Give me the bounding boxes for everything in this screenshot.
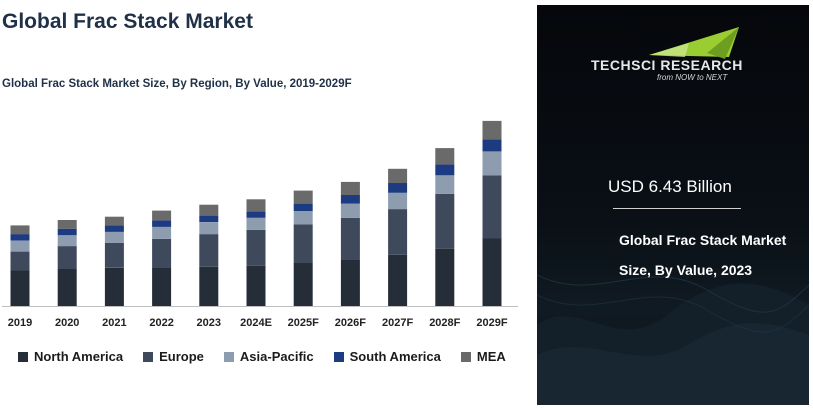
legend-item-south-america: South America bbox=[333, 349, 441, 364]
bar-segment-2019-mea bbox=[10, 225, 30, 235]
techsci-logo-icon bbox=[649, 27, 739, 59]
bar-segment-2023-south-america bbox=[199, 215, 219, 223]
bar-segment-2027F-mea bbox=[388, 168, 408, 183]
bar-segment-2021-mea bbox=[104, 216, 124, 226]
bar-segment-2029F-mea bbox=[482, 120, 502, 140]
bar-segment-2025F-europe bbox=[293, 224, 313, 263]
bar-segment-2022-europe bbox=[152, 238, 172, 268]
divider-line bbox=[613, 208, 741, 209]
bar-segment-2019-asia-pacific bbox=[10, 240, 30, 252]
legend-label: Europe bbox=[159, 349, 204, 364]
bar-segment-2020-asia-pacific bbox=[57, 235, 77, 247]
bar-segment-2022-north-america bbox=[152, 267, 172, 306]
bar-segment-2024E-south-america bbox=[246, 211, 266, 218]
bar-segment-2019-north-america bbox=[10, 270, 30, 306]
stacked-bar-chart: 2019 2020 2021 2022 2023 2024E 2025F 2026F 2027F… bbox=[2, 120, 518, 329]
legend-label: South America bbox=[349, 349, 441, 364]
legend-label: MEA bbox=[476, 349, 506, 364]
bar-segment-2027F-asia-pacific bbox=[388, 192, 408, 210]
x-tick-label: 2024E bbox=[240, 317, 272, 329]
bar-segment-2022-mea bbox=[152, 210, 172, 221]
bar-segment-2029F-north-america bbox=[482, 238, 502, 306]
chart-panel: Global Frac Stack Market Global Frac Sta… bbox=[2, 10, 526, 364]
bar-segment-2020-south-america bbox=[57, 228, 77, 236]
bar-segment-2021-asia-pacific bbox=[104, 232, 124, 243]
market-value-description: Global Frac Stack Market Size, By Value,… bbox=[619, 232, 787, 278]
summary-panel: TECHSCI RESEARCH from NOW to NEXT USD 6.… bbox=[537, 5, 809, 405]
bar-segment-2024E-north-america bbox=[246, 265, 266, 306]
chart-legend: North America Europe Asia-Pacific South Ame… bbox=[18, 349, 526, 364]
x-tick-label: 2029F bbox=[476, 317, 507, 329]
legend-item-europe: Europe bbox=[143, 349, 204, 364]
bar-segment-2024E-europe bbox=[246, 229, 266, 266]
bar-segment-2026F-asia-pacific bbox=[340, 203, 360, 218]
bar-segment-2025F-asia-pacific bbox=[293, 211, 313, 225]
bar-segment-2029F-europe bbox=[482, 175, 502, 239]
x-tick-label: 2021 bbox=[102, 317, 126, 329]
bar-segment-2021-north-america bbox=[104, 267, 124, 306]
legend-swatch bbox=[223, 351, 234, 362]
x-tick-label: 2025F bbox=[288, 317, 319, 329]
bar-segment-2025F-mea bbox=[293, 190, 313, 204]
chart-subtitle: Global Frac Stack Market Size, By Region… bbox=[2, 78, 352, 90]
bar-segment-2028F-mea bbox=[435, 148, 455, 165]
bar-segment-2027F-south-america bbox=[388, 183, 408, 193]
legend-swatch bbox=[333, 351, 344, 362]
bar-segment-2026F-south-america bbox=[340, 194, 360, 204]
bar-segment-2025F-north-america bbox=[293, 262, 313, 306]
brand-tagline: from NOW to NEXT bbox=[657, 73, 728, 82]
legend-item-north-america: North America bbox=[18, 349, 123, 364]
bar-segment-2026F-europe bbox=[340, 217, 360, 260]
bar-segment-2019-europe bbox=[10, 251, 30, 271]
bar-segment-2019-south-america bbox=[10, 234, 30, 241]
bar-segment-2025F-south-america bbox=[293, 203, 313, 212]
bar-segment-2027F-north-america bbox=[388, 254, 408, 306]
bar-segment-2027F-europe bbox=[388, 209, 408, 255]
x-tick-label: 2022 bbox=[149, 317, 173, 329]
bar-segment-2029F-south-america bbox=[482, 139, 502, 152]
x-tick-label: 2026F bbox=[335, 317, 366, 329]
bar-segment-2028F-europe bbox=[435, 193, 455, 249]
bar-segment-2028F-north-america bbox=[435, 248, 455, 306]
legend-swatch bbox=[143, 351, 154, 362]
brand-name: TECHSCI RESEARCH bbox=[591, 57, 743, 73]
legend-item-asia-pacific: Asia-Pacific bbox=[223, 349, 314, 364]
wave-background-graphic bbox=[537, 274, 809, 405]
bar-segment-2028F-south-america bbox=[435, 164, 455, 176]
bar-segment-2022-asia-pacific bbox=[152, 226, 172, 239]
bar-segment-2022-south-america bbox=[152, 220, 172, 227]
legend-swatch bbox=[18, 351, 28, 362]
bar-segment-2026F-mea bbox=[340, 181, 360, 195]
market-value-headline: USD 6.43 Billion bbox=[608, 177, 732, 196]
bar-segment-2020-north-america bbox=[57, 269, 77, 306]
legend-label: North America bbox=[34, 349, 124, 364]
legend-item-mea: MEA bbox=[460, 349, 506, 364]
chart-title: Global Frac Stack Market bbox=[2, 10, 253, 33]
bar-segment-2029F-asia-pacific bbox=[482, 151, 502, 176]
x-tick-label: 2027F bbox=[382, 317, 413, 329]
bar-segment-2028F-asia-pacific bbox=[435, 175, 455, 194]
bar-segment-2023-asia-pacific bbox=[199, 222, 219, 235]
x-tick-label: 2019 bbox=[8, 317, 32, 329]
bar-segment-2023-north-america bbox=[199, 266, 219, 306]
bar-segment-2024E-asia-pacific bbox=[246, 217, 266, 230]
x-tick-label: 2023 bbox=[197, 317, 221, 329]
bar-segment-2021-south-america bbox=[104, 225, 124, 232]
bar-segment-2020-europe bbox=[57, 246, 77, 269]
bar-segment-2023-europe bbox=[199, 234, 219, 267]
x-tick-label: 2020 bbox=[55, 317, 79, 329]
bar-segment-2020-mea bbox=[57, 220, 77, 229]
bar-segment-2026F-north-america bbox=[340, 259, 360, 306]
legend-swatch bbox=[460, 351, 471, 362]
x-tick-label: 2028F bbox=[429, 317, 460, 329]
bar-segment-2021-europe bbox=[104, 242, 124, 268]
bar-segment-2024E-mea bbox=[246, 199, 266, 212]
bar-segment-2023-mea bbox=[199, 204, 219, 216]
legend-label: Asia-Pacific bbox=[239, 349, 314, 364]
